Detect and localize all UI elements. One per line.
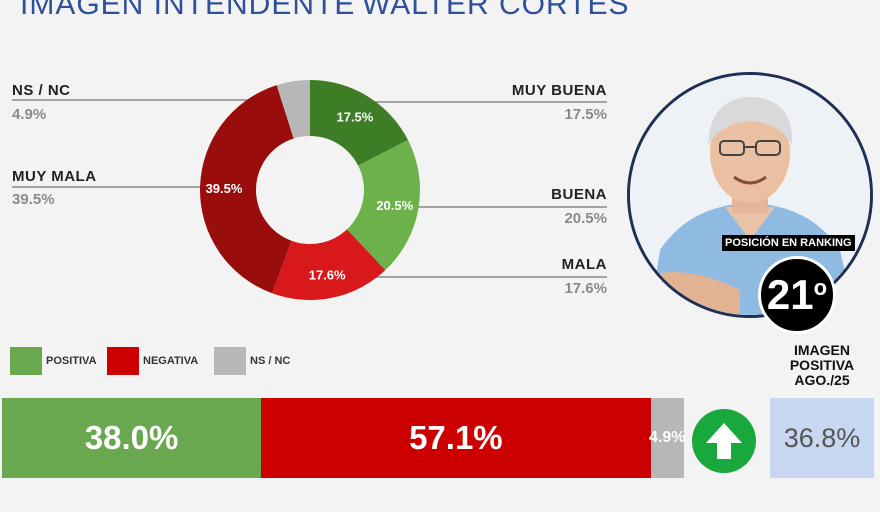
image-positive-value: 36.8% bbox=[770, 398, 874, 478]
ranking-badge: 21 o bbox=[758, 256, 836, 334]
ranking-suffix: o bbox=[813, 275, 828, 300]
donut-slice-muy-mala bbox=[200, 85, 294, 294]
donut-value-label: 39.5% bbox=[206, 181, 243, 196]
donut-slice-buena bbox=[346, 140, 420, 271]
donut-slice-labels: 17.5% 20.5% 17.6% 39.5% bbox=[206, 110, 414, 283]
header-title-left: IMAGEN INTENDENTE bbox=[20, 0, 356, 21]
label-muy-buena: MUY BUENA bbox=[511, 82, 607, 99]
legend-swatch-ns-nc bbox=[214, 347, 246, 375]
donut-slices bbox=[200, 80, 420, 300]
ranking-number: 21 bbox=[766, 271, 814, 318]
value-buena: 20.5% bbox=[564, 210, 607, 227]
donut-value-label: 20.5% bbox=[376, 198, 413, 213]
bar-negativa: 57.1% bbox=[261, 398, 651, 478]
legend-negativa: NEGATIVA bbox=[143, 355, 199, 367]
label-mala: MALA bbox=[561, 256, 607, 273]
bar-ns-nc-label: 4.9% bbox=[649, 429, 686, 446]
bar-positiva: 38.0% bbox=[2, 398, 262, 478]
bar-positiva-label: 38.0% bbox=[84, 419, 179, 456]
legend-swatch-negativa bbox=[107, 347, 139, 375]
donut-value-label: 17.5% bbox=[336, 110, 373, 125]
legend-swatch-positiva bbox=[10, 347, 42, 375]
value-mala: 17.6% bbox=[564, 280, 607, 297]
arrow-up-icon bbox=[692, 409, 756, 473]
legend-positiva: POSITIVA bbox=[46, 355, 97, 367]
label-ns-nc: NS / NC bbox=[12, 82, 71, 99]
header-title-right: WALTER CORTES bbox=[362, 0, 630, 21]
image-positive-label-line-2: POSITIVA bbox=[789, 357, 855, 373]
legend-ns-nc: NS / NC bbox=[250, 355, 291, 367]
value-muy-buena: 17.5% bbox=[564, 106, 607, 123]
donut-slice-mala bbox=[272, 229, 386, 300]
label-buena: BUENA bbox=[551, 186, 607, 203]
ranking-caption: POSICIÓN EN RANKING bbox=[722, 235, 855, 251]
bar-ns-nc: 4.9% bbox=[649, 398, 686, 478]
value-muy-mala: 39.5% bbox=[12, 191, 55, 208]
bar-negativa-label: 57.1% bbox=[409, 419, 503, 456]
label-muy-mala: MUY MALA bbox=[12, 168, 97, 185]
donut-value-label: 17.6% bbox=[309, 267, 346, 282]
donut-slice-muy-buena bbox=[310, 80, 409, 166]
portrait-photo bbox=[627, 72, 873, 318]
image-positive-label-line-3: AGO./25 bbox=[794, 372, 850, 388]
donut-slice-ns-nc bbox=[276, 80, 310, 139]
value-ns-nc: 4.9% bbox=[12, 106, 47, 123]
image-positive-label-line-1: IMAGEN bbox=[794, 342, 850, 358]
image-positive-label: IMAGEN POSITIVA AGO./25 bbox=[770, 343, 874, 388]
